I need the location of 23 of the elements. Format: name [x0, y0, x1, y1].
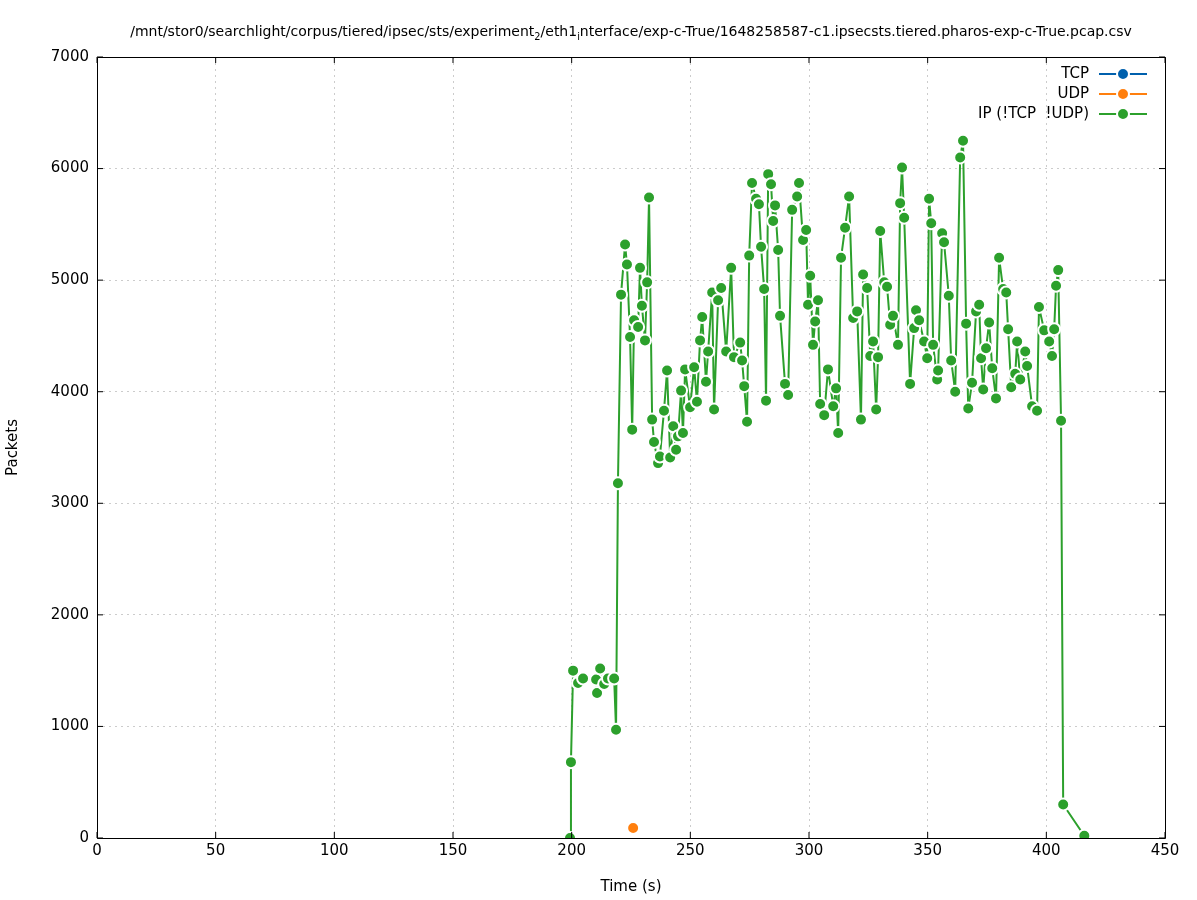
- legend-label: IP (!TCP !UDP): [978, 103, 1089, 122]
- y-tick-label: 4000: [50, 381, 89, 400]
- y-tick-label: 3000: [50, 493, 89, 512]
- y-tick-label: 2000: [50, 604, 89, 623]
- x-tick-label: 250: [676, 840, 705, 859]
- y-tick-label: 0: [79, 827, 89, 846]
- x-tick-label: 450: [1150, 840, 1180, 859]
- y-axis-title: Packets: [2, 418, 21, 476]
- y-tick-label: 5000: [50, 270, 89, 289]
- y-tick-label: 6000: [50, 158, 89, 177]
- x-axis-title: Time (s): [599, 876, 662, 895]
- x-tick-label: 300: [794, 840, 824, 859]
- x-tick-label: 50: [206, 840, 226, 859]
- y-tick-label: 1000: [50, 716, 89, 735]
- x-tick-label: 0: [92, 840, 102, 859]
- y-tick-label: 7000: [50, 46, 89, 65]
- x-tick-label: 350: [913, 840, 942, 859]
- legend-label: TCP: [1060, 63, 1089, 82]
- legend-label: UDP: [1057, 83, 1089, 102]
- x-tick-label: 100: [320, 840, 349, 859]
- x-tick-label: 200: [557, 840, 586, 859]
- x-tick-label: 400: [1032, 840, 1061, 859]
- x-tick-label: 150: [438, 840, 468, 859]
